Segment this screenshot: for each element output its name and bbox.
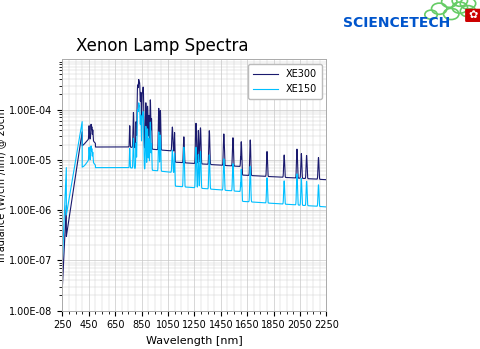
XE300 [60,284,65,289]
Text: ✿: ✿ [468,10,478,20]
XE300 [73,173,79,177]
Line: XE150: XE150 [62,103,326,260]
XE150 [216,188,222,192]
Line: XE300: XE300 [62,80,326,287]
XE300 [324,178,329,182]
Legend: XE300, XE150: XE300, XE150 [249,64,322,99]
Text: SCIENCETECH: SCIENCETECH [343,16,450,30]
XE300 [269,174,275,179]
XE150 [255,200,261,205]
XE300 [216,163,222,167]
XE150 [155,162,161,166]
XE300 [227,164,233,168]
XE150 [73,158,79,162]
XE150 [136,101,142,105]
XE300 [136,77,142,82]
XE150 [324,205,329,209]
Y-axis label: Irradiance (W/cm²/nm) @ 20cm: Irradiance (W/cm²/nm) @ 20cm [0,108,7,262]
XE300 [255,174,261,178]
X-axis label: Wavelength [nm]: Wavelength [nm] [146,336,243,346]
XE300 [155,140,161,144]
Text: Xenon Lamp Spectra: Xenon Lamp Spectra [76,37,248,55]
XE150 [269,201,275,206]
XE150 [60,258,65,262]
XE150 [227,188,233,193]
